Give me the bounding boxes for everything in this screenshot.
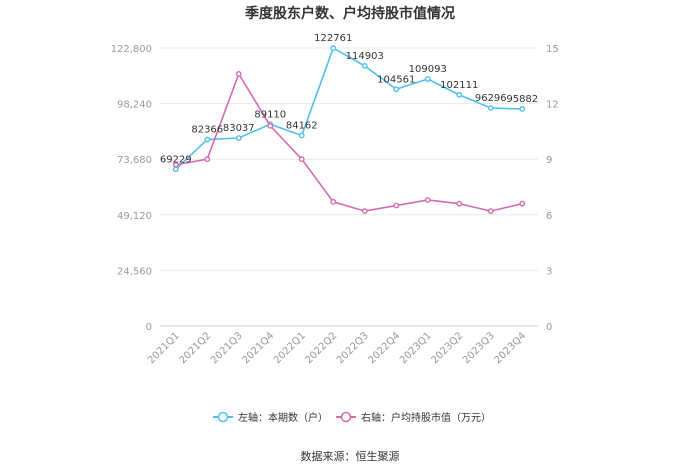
legend-item-market-value[interactable]: 右轴：户均持股市值（万元） [336, 411, 491, 424]
series-group [172, 45, 526, 214]
left-tick-label: 49,120 [117, 211, 152, 222]
x-tick-label: 2021Q4 [241, 330, 277, 366]
series-point-1[interactable] [519, 200, 526, 207]
legend-marker-households [217, 411, 229, 423]
data-label: 96296 [475, 93, 507, 104]
legend-label-households: 左轴：本期数（户） [238, 411, 328, 424]
x-tick-label: 2023Q1 [398, 330, 434, 366]
x-tick-label: 2023Q2 [430, 330, 466, 366]
series-line-1 [175, 72, 523, 212]
series-point-0[interactable] [424, 76, 431, 82]
data-label: 122761 [314, 33, 352, 44]
data-label: 109093 [409, 64, 447, 75]
series-point-0[interactable] [204, 136, 211, 143]
data-label: 82366 [191, 125, 223, 136]
x-tick-label: 2023Q4 [493, 330, 529, 366]
data-label: 104561 [377, 74, 415, 85]
left-tick-label: 0 [146, 322, 152, 333]
series-point-0[interactable] [456, 91, 463, 98]
right-tick-label: 9 [546, 155, 552, 166]
series-point-1[interactable] [393, 202, 400, 209]
series-point-0[interactable] [298, 132, 305, 139]
right-tick-label: 15 [546, 44, 559, 55]
data-label: 114903 [346, 51, 384, 62]
x-tick-label: 2021Q2 [178, 330, 214, 366]
left-tick-label: 24,560 [117, 266, 152, 277]
series-point-1[interactable] [235, 71, 242, 77]
series-point-0[interactable] [235, 135, 242, 141]
series-point-1[interactable] [298, 156, 305, 163]
series-point-0[interactable] [172, 166, 179, 173]
left-tick-label: 73,680 [117, 155, 152, 166]
data-source: 数据来源：恒生聚源 [301, 449, 400, 463]
right-axis: 0 3 6 9 12 15 [546, 44, 559, 333]
series-point-0[interactable] [330, 45, 337, 51]
series-point-0[interactable] [487, 105, 494, 111]
data-label: 69229 [160, 154, 192, 165]
data-label: 83037 [223, 123, 255, 134]
grid-lines [160, 47, 538, 327]
x-tick-label: 2023Q3 [461, 330, 497, 366]
series-point-1[interactable] [204, 156, 211, 163]
x-tick-label: 2022Q2 [304, 330, 340, 366]
series-point-1[interactable] [361, 208, 368, 214]
left-axis: 0 24,560 49,120 73,680 98,240 122,800 [111, 44, 152, 333]
data-label: 89110 [254, 109, 286, 120]
series-point-1[interactable] [424, 197, 431, 203]
legend-item-households[interactable]: 左轴：本期数（户） [213, 411, 328, 424]
x-tick-label: 2022Q1 [272, 330, 308, 366]
left-tick-label: 98,240 [117, 100, 152, 111]
x-axis: 2021Q12021Q22021Q32021Q42022Q12022Q22022… [146, 330, 528, 366]
x-tick-label: 2022Q4 [367, 330, 403, 366]
series-line-0 [175, 46, 523, 170]
series-point-1[interactable] [487, 208, 494, 214]
right-tick-label: 6 [546, 211, 552, 222]
right-tick-label: 12 [546, 100, 559, 111]
right-tick-label: 0 [546, 322, 552, 333]
x-tick-label: 2022Q3 [335, 330, 371, 366]
x-tick-label: 2021Q3 [209, 330, 245, 366]
data-label: 102111 [440, 80, 478, 91]
series-point-1[interactable] [456, 200, 463, 207]
data-label: 84162 [286, 120, 318, 131]
series-point-1[interactable] [267, 122, 274, 129]
left-tick-label: 122,800 [111, 44, 152, 55]
series-point-0[interactable] [393, 86, 400, 93]
chart-title: 季度股东户数、户均持股市值情况 [244, 5, 455, 22]
legend-marker-market-value [340, 411, 352, 423]
x-tick-label: 2021Q1 [146, 330, 182, 366]
legend[interactable]: 左轴：本期数（户） 右轴：户均持股市值（万元） [213, 411, 491, 424]
series-point-1[interactable] [172, 161, 179, 168]
data-label: 95882 [506, 94, 538, 105]
series-point-0[interactable] [361, 62, 368, 69]
right-tick-label: 3 [546, 266, 552, 277]
series-point-0[interactable] [519, 106, 526, 112]
legend-label-market-value: 右轴：户均持股市值（万元） [361, 411, 491, 424]
series-point-1[interactable] [330, 198, 337, 205]
